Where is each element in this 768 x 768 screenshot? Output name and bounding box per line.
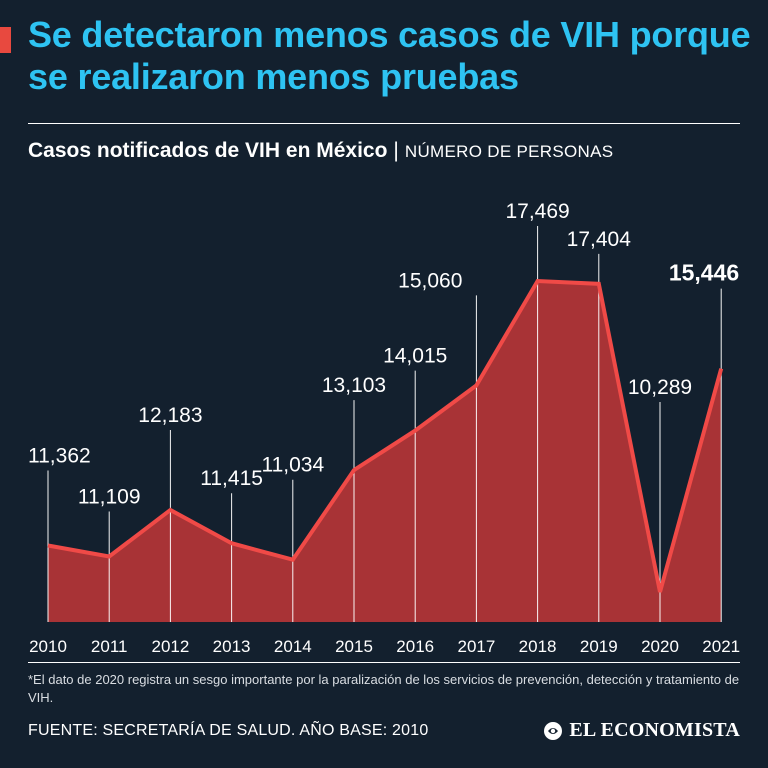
data-label: 11,034 — [261, 454, 324, 477]
x-tick-label: 2021 — [702, 637, 740, 656]
data-label: 15,446 — [669, 260, 739, 286]
data-label: 11,415 — [200, 467, 263, 490]
x-tick-label: 2014 — [274, 637, 312, 656]
data-label: 13,103 — [322, 374, 386, 397]
chart-unit: NÚMERO DE PERSONAS — [404, 142, 614, 161]
x-tick-label: 2012 — [151, 637, 189, 656]
data-label: 15,060 — [398, 269, 462, 292]
x-tick-label: 2013 — [213, 637, 251, 656]
brand-name: EL ECONOMISTA — [569, 719, 740, 741]
x-tick-label: 2016 — [396, 637, 434, 656]
x-tick-label: 2020 — [641, 637, 679, 656]
data-label: 10,289 — [628, 376, 692, 399]
data-label: 11,109 — [78, 485, 141, 508]
data-label: 14,015 — [383, 345, 447, 368]
x-tick-label: 2017 — [457, 637, 495, 656]
chart-subtitle: Casos notificados de VIH en México | NÚMER… — [28, 138, 748, 165]
x-tick-label: 2019 — [580, 637, 618, 656]
data-label: 12,183 — [138, 404, 202, 427]
el-economista-logo-icon — [544, 721, 563, 740]
brand: EL ECONOMISTA — [543, 719, 740, 742]
top-divider — [28, 123, 740, 124]
x-tick-label: 2011 — [91, 637, 128, 656]
data-label: 11,362 — [28, 445, 91, 468]
chart-title: Casos notificados de VIH en México — [28, 139, 388, 162]
footnote: *El dato de 2020 registra un sesgo impor… — [28, 672, 740, 705]
x-tick-label: 2015 — [335, 637, 373, 656]
data-label: 17,404 — [567, 228, 632, 251]
bottom-divider — [28, 662, 740, 663]
data-label: 17,469 — [505, 200, 569, 223]
series-line — [47, 278, 724, 593]
x-tick-label: 2018 — [519, 637, 557, 656]
title-separator: | — [393, 139, 399, 162]
x-tick-label: 2010 — [29, 637, 67, 656]
accent-bar — [0, 27, 11, 53]
headline: Se detectaron menos casos de VIH porque … — [28, 14, 751, 97]
source-note: FUENTE: SECRETARÍA DE SALUD. AÑO BASE: 2… — [28, 722, 429, 739]
